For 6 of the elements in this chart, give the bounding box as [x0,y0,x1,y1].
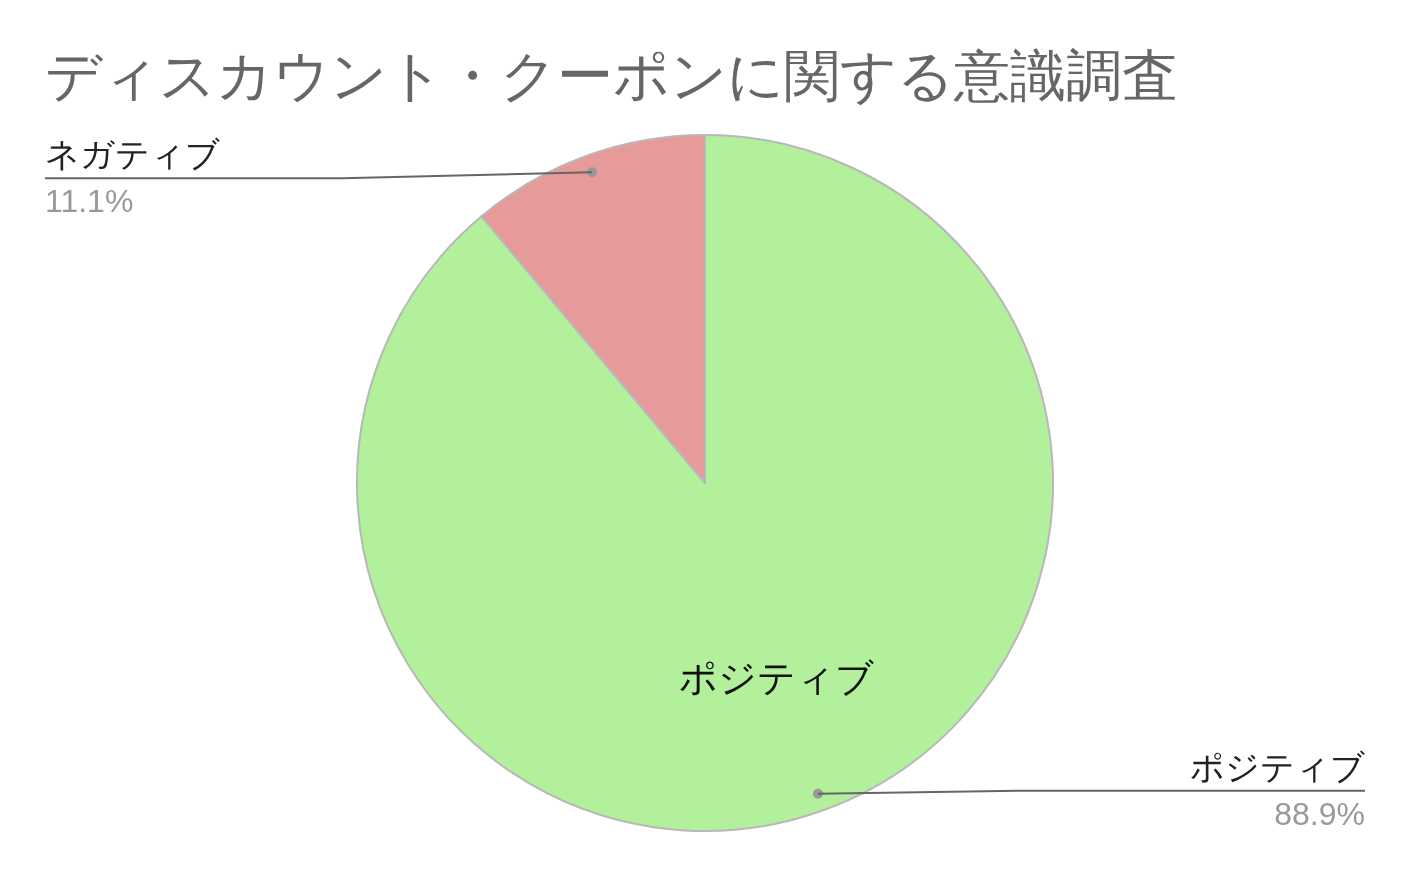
chart-title: ディスカウント・クーポンに関する意識調査 [45,44,1178,107]
text: ポジティブ [678,657,874,700]
data-label: 11.1% [45,183,134,220]
slice-label: ポジティブ [1190,747,1365,786]
slice-label: ネガティブ [45,135,220,174]
data-label: 88.9% [1274,795,1365,832]
